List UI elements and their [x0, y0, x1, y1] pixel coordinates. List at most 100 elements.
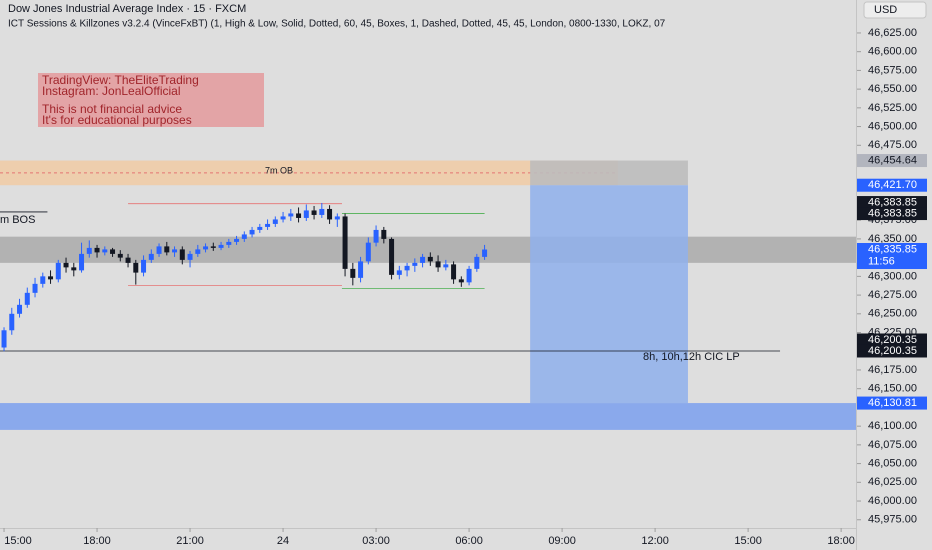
candle-body	[443, 264, 449, 268]
y-tick-label: 46,550.00	[868, 83, 917, 95]
candle-body	[133, 262, 139, 273]
candle-body	[226, 241, 232, 245]
chart-title: Dow Jones Industrial Average Index · 15 …	[8, 3, 246, 15]
x-tick-label: 18:00	[83, 535, 111, 547]
price-label-text: 46,200.35	[868, 345, 917, 357]
price-label-text: 46,454.64	[868, 154, 917, 166]
candle-body	[110, 249, 116, 254]
candle-body	[86, 247, 92, 254]
candle-body	[141, 259, 147, 273]
candle-body	[404, 265, 410, 271]
candle-body	[482, 249, 488, 257]
candle-body	[148, 253, 154, 260]
candle-body	[71, 267, 77, 271]
y-tick-label: 46,350.00	[868, 233, 917, 245]
price-label: 46,130.81	[857, 396, 927, 410]
candle-body	[125, 257, 131, 263]
candle-body	[280, 216, 286, 220]
zone	[0, 403, 856, 430]
note-line: TradingView: TheEliteTrading	[42, 73, 199, 87]
candle-body	[257, 226, 263, 230]
candle-body	[63, 262, 69, 268]
price-label-text: 46,421.70	[868, 179, 917, 191]
y-tick-label: 46,175.00	[868, 364, 917, 376]
candle-body	[311, 210, 317, 215]
candle-body	[1, 330, 7, 348]
candle-body	[241, 234, 247, 239]
candle-body	[466, 268, 472, 283]
note-line: Instagram: JonLealOfficial	[42, 84, 181, 98]
candle-body	[48, 276, 54, 280]
x-tick-label: 15:00	[4, 535, 32, 547]
candle-body	[203, 246, 209, 250]
y-tick-label: 46,275.00	[868, 289, 917, 301]
y-tick-label: 46,150.00	[868, 383, 917, 395]
y-tick-label: 46,575.00	[868, 64, 917, 76]
price-label: 46,383.85	[857, 207, 927, 221]
header-bg	[0, 0, 856, 32]
price-label-bg	[857, 196, 927, 210]
candle-body	[420, 256, 426, 263]
currency-button[interactable]	[863, 1, 927, 19]
price-label-text: 46,383.85	[868, 207, 917, 219]
candle-body	[358, 261, 364, 278]
candle-body	[32, 283, 38, 293]
y-tick-label: 46,075.00	[868, 439, 917, 451]
candle-body	[296, 213, 302, 218]
y-tick-label: 46,025.00	[868, 476, 917, 488]
currency[interactable]: USD	[874, 4, 897, 16]
candle-body	[451, 264, 457, 280]
candle-body	[17, 304, 23, 314]
price-label: 46,454.64	[857, 154, 927, 168]
candle-body	[164, 246, 170, 253]
x-tick-label: 06:00	[455, 535, 483, 547]
indicator-legend: ICT Sessions & Killzones v3.2.4 (VinceFx…	[8, 19, 666, 30]
x-tick-label: 21:00	[176, 535, 204, 547]
candle-body	[102, 249, 108, 253]
y-tick-label: 46,300.00	[868, 270, 917, 282]
axes: 46,625.00 46,600.00 46,575.00 46,550.00 46,5…	[3, 27, 927, 547]
candle-body	[234, 238, 240, 242]
y-tick-label: 46,250.00	[868, 308, 917, 320]
y-tick-label: 46,475.00	[868, 139, 917, 151]
price-label-bg	[857, 154, 927, 168]
candle-body	[210, 246, 216, 248]
note-box	[38, 73, 264, 127]
y-tick-label: 46,525.00	[868, 102, 917, 114]
countdown: 11:56	[868, 255, 895, 267]
x-tick-label: 15:00	[734, 535, 762, 547]
candle-body	[249, 229, 255, 235]
price-label-bg	[857, 344, 927, 358]
candle-body	[319, 208, 325, 215]
price-label-bg	[857, 207, 927, 221]
y-tick-label: 46,500.00	[868, 120, 917, 132]
candle-body	[272, 219, 278, 224]
y-tick-label: 46,050.00	[868, 457, 917, 469]
candle-body	[79, 253, 85, 271]
candle-body	[172, 249, 178, 253]
candle-body	[195, 249, 201, 254]
candle-body	[396, 270, 402, 275]
price-label-bg	[857, 243, 927, 270]
y-tick-label: 45,975.00	[868, 514, 917, 526]
price-label-text: 46,130.81	[868, 397, 917, 409]
candle-body	[342, 216, 348, 269]
candle-body	[117, 253, 123, 258]
y-tick-label: 46,100.00	[868, 420, 917, 432]
price-label-bg	[857, 333, 927, 347]
plot-area: 7m OB m BOS 8h, 10h,12h CIC LP	[0, 160, 856, 430]
candle-body	[334, 216, 340, 220]
candle-body	[365, 242, 371, 262]
candle-body	[435, 261, 441, 268]
candle-body	[303, 210, 309, 218]
x-tick-label: 03:00	[362, 535, 390, 547]
price-label: 46,383.85	[857, 196, 927, 210]
candle-body	[288, 213, 294, 217]
level-label: m BOS	[0, 214, 35, 226]
candle-body	[474, 256, 480, 269]
price-label-bg	[857, 396, 927, 410]
y-tick-label: 46,000.00	[868, 495, 917, 507]
zone-label: 7m OB	[265, 165, 293, 175]
